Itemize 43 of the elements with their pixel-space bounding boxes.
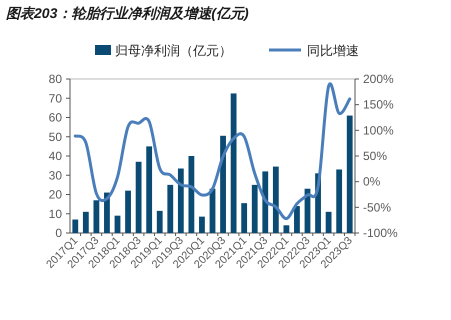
y-tick-label: 30 [48,168,62,182]
bar [326,212,332,233]
y2-tick-label: 150% [363,98,394,112]
bar [283,225,290,233]
y2-tick-label: 50% [363,149,388,163]
bar [104,192,110,233]
y-tick-label: 40 [48,149,62,163]
bar [93,200,100,233]
bar [136,162,142,233]
y-tick-label: 60 [48,110,62,124]
bar [156,210,163,233]
bar [125,190,131,233]
bar [294,206,300,233]
bar [230,93,237,233]
legend-label: 归母净利润（亿元） [115,43,232,58]
bar [336,169,342,233]
bar [114,216,120,233]
y-tick-label: 10 [48,206,62,221]
bar [252,184,258,233]
bar [167,184,174,233]
bar [82,212,89,233]
y2-tick-label: -50% [363,200,392,214]
bar [210,188,216,233]
bar [199,216,205,233]
bar [220,136,226,233]
bar [241,203,248,233]
y2-tick-label: 100% [363,123,394,138]
y2-tick-label: 200% [363,72,394,86]
y-tick-label: 80 [48,72,62,86]
bar [188,156,194,233]
y-tick-label: 70 [48,91,62,106]
chart-title: 图表203：轮胎行业净利润及增速(亿元) [6,5,250,21]
y2-tick-label: -100% [363,226,398,240]
bar [304,188,310,233]
y2-tick-label: 0% [363,174,381,189]
bar [72,220,78,233]
y-tick-label: 50 [48,130,62,144]
y-tick-label: 0 [55,226,62,240]
bar [346,116,353,233]
bar [178,168,184,233]
y-tick-label: 20 [48,188,62,202]
legend-label: 同比增速 [307,43,359,58]
bar [146,146,152,233]
